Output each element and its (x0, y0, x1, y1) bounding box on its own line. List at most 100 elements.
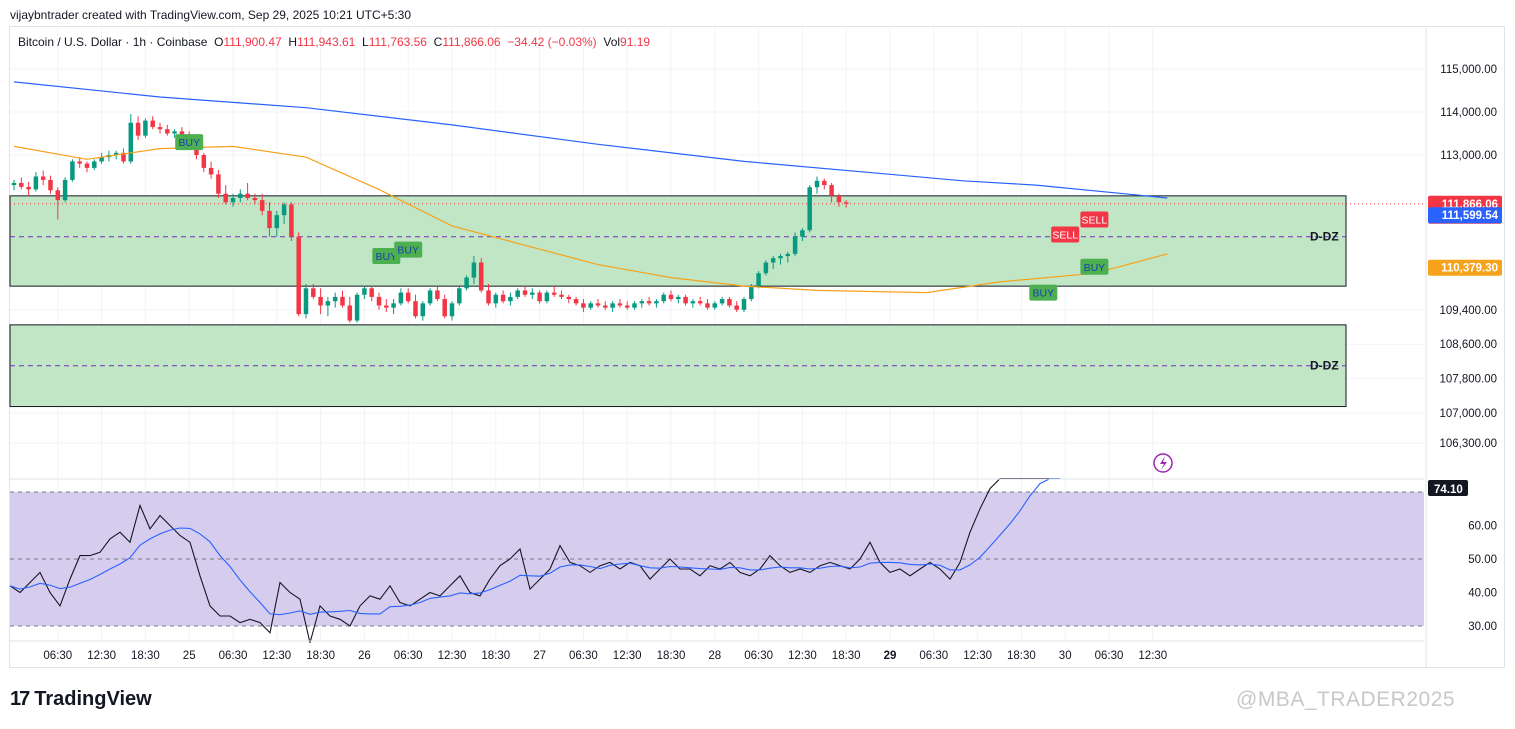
candle (442, 299, 447, 317)
candle (376, 296, 382, 306)
high-label: H (288, 35, 298, 49)
close-label: C (433, 35, 443, 49)
candle (398, 292, 404, 304)
candle (471, 262, 477, 278)
time-tick-label: 06:30 (43, 650, 72, 662)
candle (332, 296, 338, 302)
rsi-tick-label: 30.00 (1468, 621, 1497, 633)
low-value: 111,763.56 (368, 35, 427, 49)
candle (135, 122, 141, 136)
price-tick-label: 113,000.00 (1440, 150, 1497, 162)
rsi-current-label: 74.10 (1434, 484, 1463, 496)
candle (559, 294, 564, 297)
watermark: @MBA_TRADER2025 (1236, 688, 1456, 711)
symbol-label[interactable]: Bitcoin / U.S. Dollar · 1h · Coinbase (18, 35, 208, 49)
change-value: −34.42 (−0.03%) (507, 35, 597, 49)
candle (661, 294, 666, 302)
rsi-tick-label: 50.00 (1468, 554, 1497, 566)
candle (778, 256, 783, 259)
price-axis: 115,000.00 114,000.00 113,000.00 109,400.00… (1428, 64, 1502, 450)
candle (165, 129, 170, 134)
demand-zone-1 (9, 195, 1347, 287)
candle (814, 180, 820, 188)
time-tick-label: 12:30 (438, 650, 467, 662)
candle (493, 294, 499, 304)
candle (581, 303, 586, 308)
time-tick-label: 18:30 (657, 650, 686, 662)
rsi-line (9, 478, 1060, 643)
time-tick-label: 06:30 (569, 650, 598, 662)
price-tick-label: 107,000.00 (1439, 408, 1497, 420)
candle (128, 122, 134, 162)
candle (413, 301, 418, 317)
candle (157, 127, 163, 130)
candle (223, 193, 228, 203)
buy-signal: BUY (1029, 284, 1058, 301)
sell-signal: SELL (1051, 226, 1080, 243)
candle (763, 262, 769, 274)
signal-badge (1080, 258, 1109, 275)
candle (449, 303, 455, 317)
time-tick-label: 28 (708, 650, 721, 662)
time-tick-label: 18:30 (131, 650, 160, 662)
signal-label: BUY (1033, 288, 1055, 300)
candle (566, 296, 572, 300)
candle (99, 157, 104, 162)
candle (756, 273, 761, 287)
signal-badge (1051, 226, 1080, 243)
time-tick-label: 18:30 (481, 650, 510, 662)
candle (588, 303, 593, 308)
candle (40, 176, 46, 180)
candle (92, 161, 97, 168)
time-tick-label: 29 (884, 650, 897, 662)
buy-signal: BUY (394, 241, 423, 258)
candle (354, 294, 360, 321)
candle (697, 301, 703, 304)
candle (77, 161, 82, 164)
candle (435, 290, 440, 300)
candle (62, 179, 68, 201)
price-tick-label: 107,800.00 (1439, 374, 1497, 386)
signal-badge (1029, 284, 1058, 301)
price-tag-label: 111,599.54 (1442, 210, 1499, 222)
candle (770, 258, 776, 263)
candle (595, 303, 601, 306)
candle (267, 210, 272, 229)
buy-signal: BUY (1080, 258, 1109, 275)
candle (384, 305, 389, 308)
buy-signal: BUY (175, 134, 204, 151)
candle (486, 290, 491, 304)
candle (807, 187, 812, 231)
time-tick-label: 26 (358, 650, 371, 662)
candle (515, 290, 520, 297)
price-tick-label: 108,600.00 (1439, 339, 1497, 351)
candle (405, 292, 411, 302)
candle (646, 301, 652, 304)
signal-label: BUY (178, 137, 200, 149)
candle (508, 296, 513, 302)
tradingview-logo[interactable]: 17 TradingView (10, 688, 152, 711)
time-tick-label: 06:30 (219, 650, 248, 662)
candle (281, 204, 287, 216)
candle (252, 198, 258, 201)
signal-badge (372, 248, 401, 265)
candle (603, 305, 608, 308)
candle (113, 152, 119, 155)
candle (296, 236, 301, 315)
candle (792, 236, 798, 254)
candle (749, 286, 754, 300)
candle (741, 299, 747, 310)
candle (500, 294, 506, 302)
price-tag-label: 110,379.30 (1441, 263, 1498, 275)
signal-badge (1080, 211, 1109, 228)
sell-signal: SELL (1080, 211, 1109, 228)
candle (544, 292, 550, 302)
candle (201, 155, 207, 168)
candle (610, 303, 615, 308)
rsi-ma-line (9, 478, 1060, 616)
time-tick-label: 27 (533, 650, 546, 662)
replay-icon[interactable] (1153, 453, 1173, 473)
candle (800, 230, 805, 237)
time-tick-label: 30 (1059, 650, 1072, 662)
